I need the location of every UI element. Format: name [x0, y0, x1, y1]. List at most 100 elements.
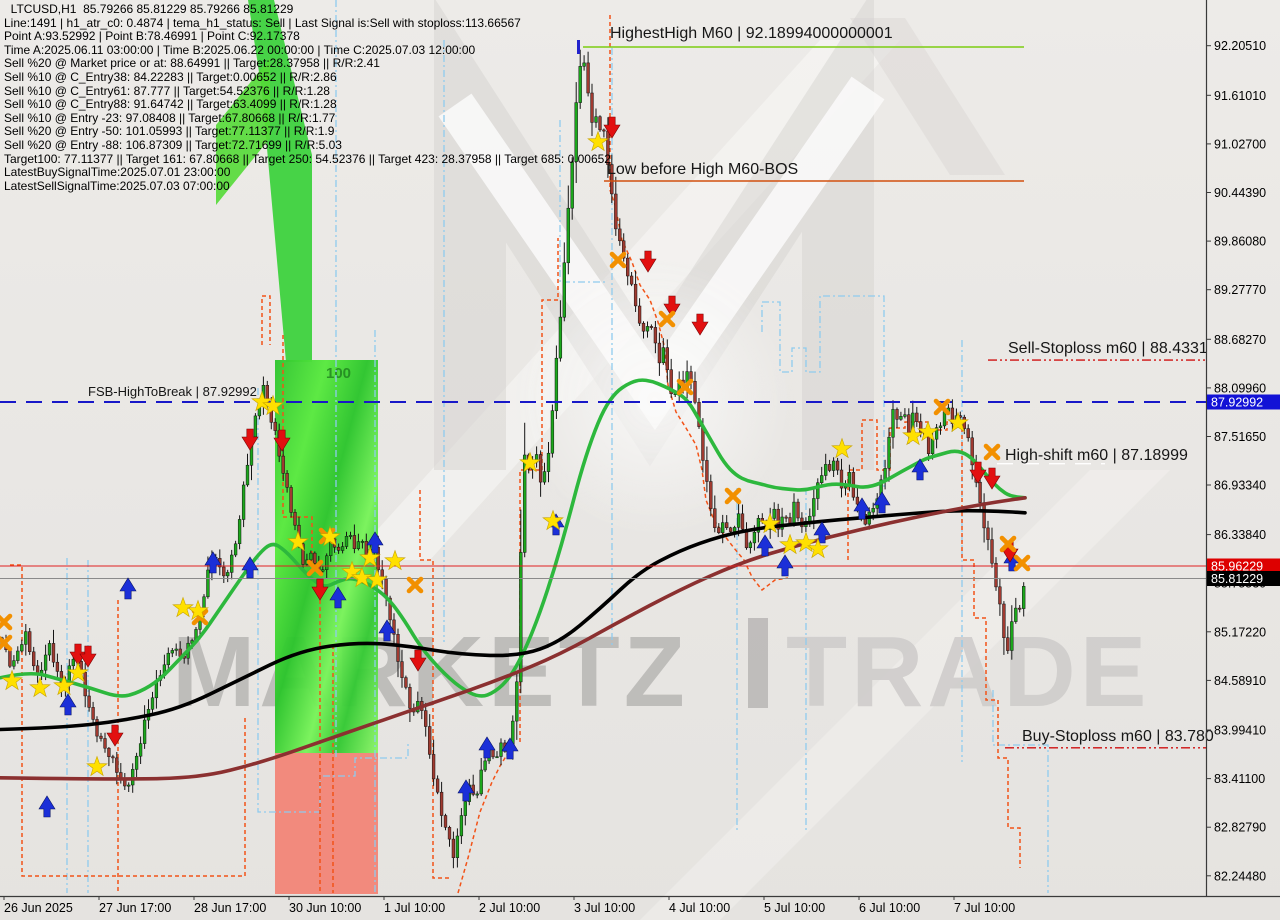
sell-stoploss-line-label: Sell-Stoploss m60 | 88.4331	[1008, 340, 1208, 357]
time-tick-label: 26 Jun 2025	[4, 901, 73, 915]
price-tick-label: 83.99410	[1214, 724, 1266, 738]
watermark-left: MARKETZ	[172, 616, 689, 728]
star-signal-icon	[366, 568, 388, 590]
sell-arrow-icon	[663, 295, 681, 318]
info-line: LatestBuySignalTime:2025.07.01 23:00:00	[4, 165, 231, 180]
info-line: LatestSellSignalTime:2025.07.03 07:00:00	[4, 178, 230, 193]
buy-arrow-icon	[853, 497, 871, 520]
exit-cross-icon	[676, 378, 694, 396]
exit-cross-icon	[983, 443, 1001, 461]
info-line: Target100: 77.11377 || Target 161: 67.80…	[4, 151, 611, 166]
level-labels: HighestHigh M60 | 92.18994000000001 Low b…	[88, 25, 1214, 745]
sell-arrow-icon	[79, 645, 97, 668]
star-signal-icon	[779, 533, 801, 555]
buy-arrow-icon	[501, 737, 519, 760]
sell-arrow-icon	[311, 578, 329, 601]
info-line: Sell %20 @ Market price or at: 88.64991 …	[4, 56, 380, 71]
star-signal-icon	[1, 669, 23, 691]
info-panel: LTCUSD,H1 85.79266 85.81229 85.79266 85.…	[4, 2, 611, 193]
time-tick-label: 3 Jul 10:00	[574, 901, 635, 915]
price-tick-label: 90.44390	[1214, 186, 1266, 200]
time-c-marker	[577, 40, 580, 54]
price-tick-label: 86.33840	[1214, 528, 1266, 542]
buy-arrow-icon	[911, 458, 929, 481]
price-tick-label: 89.86080	[1214, 235, 1266, 249]
exit-cross-icon	[0, 613, 13, 631]
watermark-right: TRADE	[786, 616, 1150, 728]
star-signal-icon	[251, 390, 273, 412]
time-tick-label: 6 Jul 10:00	[859, 901, 920, 915]
alert-price-badge	[1207, 558, 1280, 574]
moving-averages	[0, 378, 1027, 781]
exit-cross-icon	[933, 398, 951, 416]
sell-arrow-icon	[691, 313, 709, 336]
star-signal-icon	[384, 549, 406, 571]
buy-arrow-icon	[38, 795, 56, 818]
buy-arrow-icon	[241, 556, 259, 579]
price-tick-label: 83.41100	[1214, 772, 1265, 786]
time-axis[interactable]: 26 Jun 2025 27 Jun 17:00 28 Jun 17:00 30 Ju…	[0, 895, 1280, 915]
price-tick-label: 91.61010	[1214, 89, 1266, 103]
price-tick-label: 91.02700	[1214, 137, 1266, 151]
buy-arrow-icon	[776, 554, 794, 577]
info-line: Sell %10 @ Entry -23: 97.08408 || Target…	[4, 110, 336, 125]
level-lines[interactable]	[0, 46, 1206, 749]
candlesticks	[0, 49, 1026, 869]
stop-zone-red	[275, 753, 378, 894]
highest-high-line-label: HighestHigh M60 | 92.18994000000001	[610, 25, 893, 42]
buy-arrow-icon	[378, 619, 396, 642]
sell-arrow-icon	[273, 429, 291, 452]
high-shift-line-label: High-shift m60 | 87.18999	[1005, 447, 1188, 464]
time-tick-label: 5 Jul 10:00	[764, 901, 825, 915]
exit-cross-icon	[609, 251, 627, 269]
buy-arrow-icon	[457, 779, 475, 802]
star-signal-icon	[902, 424, 924, 446]
info-line: Sell %10 @ C_Entry38: 84.22283 || Target…	[4, 69, 337, 84]
zone-label: 100	[326, 365, 351, 382]
price-tick-label: 88.68270	[1214, 333, 1266, 347]
star-signal-icon	[53, 674, 75, 696]
info-line: Sell %10 @ C_Entry88: 91.64742 || Target…	[4, 97, 337, 112]
star-signal-icon	[172, 596, 194, 618]
low-before-high-line-label: Low before High M60-BOS	[607, 161, 798, 178]
info-line: Line:1491 | h1_atr_c0: 0.4874 | tema_h1_…	[4, 15, 521, 30]
info-line: Sell %20 @ Entry -88: 106.87309 || Targe…	[4, 137, 342, 152]
exit-cross-icon	[0, 634, 13, 652]
info-line: Sell %20 @ Entry -50: 101.05993 || Targe…	[4, 124, 335, 139]
buy-arrow-icon	[873, 491, 891, 514]
price-axis[interactable]: 92.20510 91.61010 91.02700 90.44390 89.86080…	[1205, 0, 1280, 896]
fsb-high-to-break-line-label: FSB-HighToBreak | 87.92992	[88, 384, 257, 399]
price-tick-label: 86.93340	[1214, 479, 1266, 493]
star-signal-icon	[759, 512, 781, 534]
time-tick-label: 27 Jun 17:00	[99, 901, 171, 915]
watermark-divider	[748, 618, 768, 708]
sell-arrow-icon	[983, 467, 1001, 490]
star-signal-icon	[29, 676, 51, 698]
star-signal-icon	[287, 530, 309, 552]
signal-markers	[0, 116, 1031, 818]
star-signal-icon	[947, 411, 969, 433]
exit-cross-icon	[306, 559, 324, 577]
time-tick-label: 4 Jul 10:00	[669, 901, 730, 915]
star-signal-icon	[67, 661, 89, 683]
info-line: LTCUSD,H1 85.79266 85.81229 85.79266 85.…	[4, 2, 294, 16]
star-signal-icon	[542, 509, 564, 531]
info-line: Sell %10 @ C_Entry61: 87.777 || Target:5…	[4, 83, 330, 98]
sell-arrow-icon	[603, 116, 621, 139]
sell-arrow-icon	[969, 461, 987, 484]
star-signal-icon	[831, 437, 853, 459]
star-signal-icon	[587, 130, 609, 152]
price-tick-label: 82.82790	[1214, 821, 1266, 835]
star-signal-icon	[519, 451, 541, 473]
buy-arrow-icon	[59, 693, 77, 716]
star-signal-icon	[86, 755, 108, 777]
sell-arrow-icon	[409, 649, 427, 672]
orange-trailing-lines	[10, 15, 1021, 894]
buy-arrow-icon	[329, 586, 347, 609]
sell-arrow-icon	[69, 643, 87, 666]
exit-cross-icon	[658, 310, 676, 328]
time-tick-label: 30 Jun 10:00	[289, 901, 361, 915]
exit-cross-icon	[999, 535, 1017, 553]
price-tick-label: 87.51650	[1214, 430, 1266, 444]
